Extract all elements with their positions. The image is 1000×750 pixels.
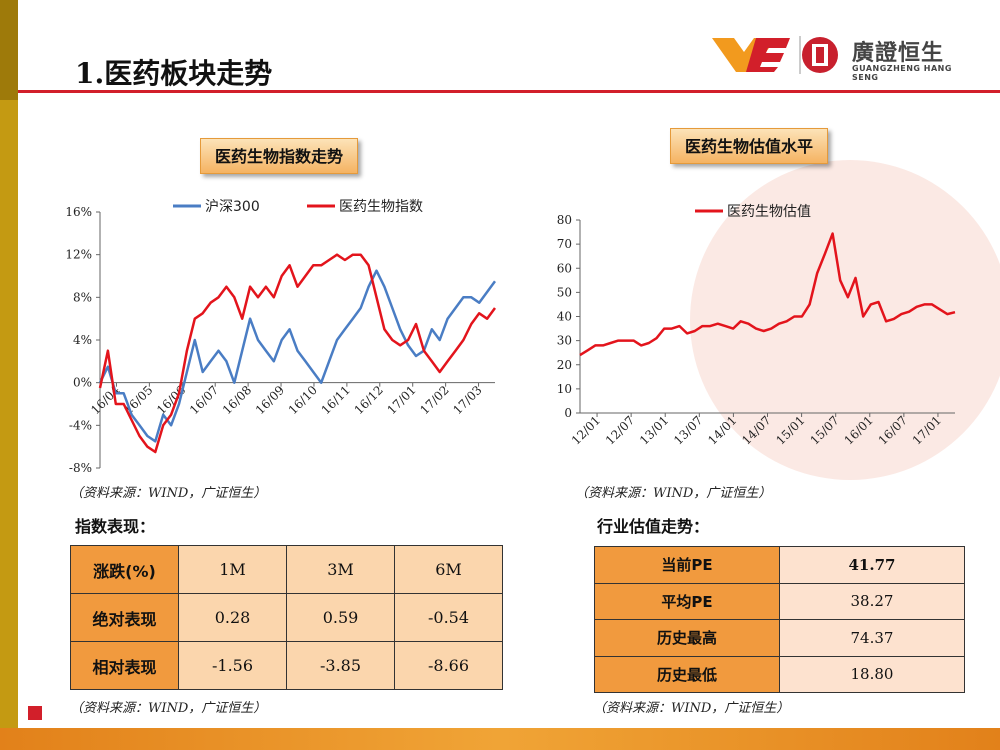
y-tick-label: 0%	[73, 376, 92, 390]
footer-bar	[0, 728, 1000, 750]
table-cell: 41.77	[779, 546, 965, 584]
legend-label: 沪深300	[205, 199, 260, 215]
x-tick-label: 16/07	[187, 383, 221, 417]
y-tick-label: 20	[557, 358, 572, 372]
table-header-cell: 3M	[286, 545, 395, 594]
table-row: 涨跌(%) 1M 3M 6M	[70, 545, 503, 594]
table-cell: -0.54	[394, 593, 503, 642]
x-tick-label: 14/01	[705, 413, 739, 447]
company-logo: 廣證恒生 GUANGZHENG HANG SENG	[712, 32, 962, 82]
y-tick-label: 0	[564, 406, 572, 420]
x-tick-label: 13/01	[637, 413, 671, 447]
x-tick-label: 12/07	[603, 413, 637, 447]
y-tick-label: 10	[557, 382, 572, 396]
table-row-label: 当前PE	[594, 546, 780, 584]
index-performance-table: 涨跌(%) 1M 3M 6M 绝对表现 0.28 0.59 -0.54 相对表现…	[70, 545, 503, 690]
table-cell: -8.66	[394, 641, 503, 690]
table-row: 历史最高 74.37	[594, 619, 965, 657]
y-tick-label: 30	[557, 334, 572, 348]
x-tick-label: 15/07	[807, 413, 841, 447]
footer-square	[28, 706, 42, 720]
table-cell: -1.56	[178, 641, 287, 690]
x-tick-label: 16/08	[220, 383, 254, 417]
logo-name-en: GUANGZHENG HANG SENG	[852, 64, 952, 82]
table-header-cell: 6M	[394, 545, 503, 594]
table-cell: 74.37	[779, 619, 965, 657]
y-tick-label: 40	[557, 310, 572, 324]
table-header-cell: 1M	[178, 545, 287, 594]
x-tick-label: 15/01	[773, 413, 807, 447]
table-row: 平均PE 38.27	[594, 582, 965, 620]
index-trend-chart: -8%-4%0%4%8%12%16%16/0416/0516/0616/0716…	[65, 199, 497, 475]
series-line	[98, 253, 497, 454]
x-tick-label: 16/11	[319, 383, 353, 417]
index-performance-label: 指数表现：	[75, 517, 156, 536]
table-cell: 38.27	[779, 582, 965, 620]
x-tick-label: 16/01	[842, 413, 876, 447]
left-accent-bar-top	[0, 0, 18, 100]
x-tick-label: 16/07	[876, 413, 910, 447]
table-row: 绝对表现 0.28 0.59 -0.54	[70, 593, 503, 642]
x-tick-label: 17/01	[384, 383, 418, 417]
x-tick-label: 12/01	[569, 413, 603, 447]
y-tick-label: 80	[557, 213, 572, 227]
x-tick-label: 17/02	[417, 383, 451, 417]
page-title: 1.医药板块走势	[75, 57, 273, 90]
legend-label: 医药生物指数	[339, 199, 423, 215]
y-tick-label: 12%	[65, 248, 92, 262]
series-line	[98, 269, 497, 443]
series-line	[579, 232, 956, 357]
y-tick-label: 4%	[73, 333, 92, 347]
logo-emblem-icon	[712, 36, 838, 74]
x-tick-label: 16/09	[253, 383, 287, 417]
logo-name-cn: 廣證恒生	[852, 41, 945, 66]
legend-label: 医药生物估值	[727, 204, 811, 220]
table-row: 当前PE 41.77	[594, 546, 965, 584]
table-cell: 0.59	[286, 593, 395, 642]
x-tick-label: 16/12	[352, 383, 386, 417]
table-row: 历史最低 18.80	[594, 655, 965, 693]
table-row: 相对表现 -1.56 -3.85 -8.66	[70, 641, 503, 690]
table-cell: -3.85	[286, 641, 395, 690]
y-tick-label: 8%	[73, 290, 92, 304]
y-tick-label: -8%	[69, 461, 92, 475]
table-header-cell: 涨跌(%)	[70, 545, 179, 594]
table-row-label: 绝对表现	[70, 593, 179, 642]
left-accent-bar	[0, 0, 18, 750]
y-tick-label: 70	[557, 237, 572, 251]
table-cell: 0.28	[178, 593, 287, 642]
index-chart-source: （资料来源：WIND，广证恒生）	[70, 486, 267, 501]
valuation-trend-label: 行业估值走势：	[597, 517, 710, 536]
valuation-level-title: 医药生物估值水平	[670, 128, 829, 164]
valuation-table-source: （资料来源：WIND，广证恒生）	[593, 701, 790, 716]
index-trend-title: 医药生物指数走势	[200, 138, 359, 174]
x-tick-label: 14/07	[739, 413, 773, 447]
y-tick-label: 50	[557, 285, 572, 299]
performance-table-source: （资料来源：WIND，广证恒生）	[70, 701, 267, 716]
table-cell: 18.80	[779, 655, 965, 693]
y-tick-label: 60	[557, 261, 572, 275]
valuation-table: 当前PE 41.77 平均PE 38.27 历史最高 74.37 历史最低 18…	[594, 546, 965, 693]
table-row-label: 历史最高	[594, 619, 780, 657]
x-tick-label: 16/10	[286, 383, 320, 417]
valuation-chart-source: （资料来源：WIND，广证恒生）	[575, 486, 772, 501]
x-tick-label: 13/07	[671, 413, 705, 447]
table-row-label: 相对表现	[70, 641, 179, 690]
x-tick-label: 16/04	[88, 383, 123, 418]
y-tick-label: -4%	[69, 418, 92, 432]
x-tick-label: 17/03	[450, 383, 484, 417]
table-row-label: 平均PE	[594, 582, 780, 620]
y-tick-label: 16%	[65, 205, 92, 219]
header-rule	[18, 90, 1000, 93]
watermark-circle	[690, 160, 1000, 480]
x-tick-label: 17/01	[910, 413, 944, 447]
table-row-label: 历史最低	[594, 655, 780, 693]
